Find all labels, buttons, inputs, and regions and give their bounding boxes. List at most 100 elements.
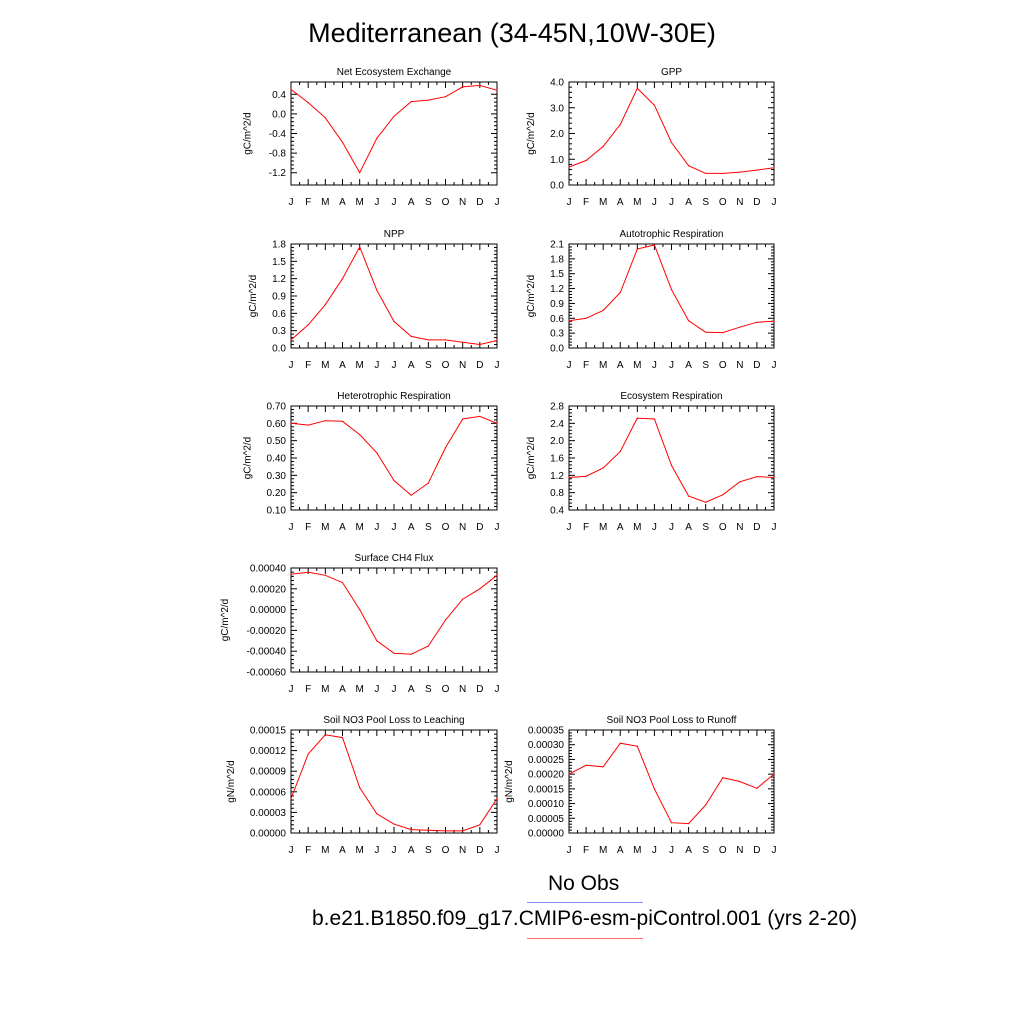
data-point (653, 244, 656, 246)
data-point (619, 450, 621, 453)
x-tick-label: A (339, 197, 346, 208)
data-point (585, 317, 587, 319)
x-tick-label: J (669, 845, 674, 856)
y-axis-label: gN/m^2/d (504, 760, 515, 803)
data-point (653, 104, 656, 106)
data-point (739, 780, 741, 783)
data-point (636, 248, 638, 250)
data-point (341, 141, 344, 143)
data-point (496, 798, 498, 800)
x-tick-label: A (685, 845, 692, 856)
data-point (756, 476, 758, 478)
x-tick-label: S (702, 522, 709, 533)
y-tick-label: 0.60 (267, 419, 287, 430)
data-point (687, 495, 690, 497)
y-tick-label: 0.00000 (528, 829, 565, 840)
data-point (359, 609, 361, 611)
x-tick-label: D (476, 522, 483, 533)
x-tick-label: F (305, 684, 311, 695)
data-point (479, 588, 481, 590)
x-tick-label: O (442, 684, 450, 695)
x-tick-label: A (408, 845, 415, 856)
x-tick-label: O (719, 197, 727, 208)
y-tick-label: 1.5 (272, 257, 286, 268)
y-tick-label: 0.00000 (250, 829, 287, 840)
data-point (324, 304, 326, 306)
y-tick-label: 1.6 (550, 454, 564, 465)
data-point (444, 830, 447, 832)
x-tick-label: J (392, 197, 397, 208)
legend-obs-line (527, 902, 643, 903)
y-tick-label: 0.00005 (528, 814, 565, 825)
data-point (410, 335, 412, 338)
y-tick-label: 0.0 (272, 344, 286, 355)
x-tick-label: J (289, 360, 294, 371)
x-tick-label: M (355, 845, 363, 856)
y-tick-label: -0.00020 (247, 626, 287, 637)
x-tick-label: O (719, 845, 727, 856)
data-point (376, 452, 378, 454)
data-point (290, 798, 292, 800)
y-tick-label: -1.2 (269, 168, 287, 179)
data-point (773, 167, 775, 169)
data-point (393, 823, 395, 825)
plot-frame (290, 729, 498, 834)
data-point (359, 172, 361, 174)
data-point (602, 309, 604, 311)
data-point (427, 339, 429, 341)
x-tick-label: N (736, 522, 743, 533)
data-point (376, 640, 378, 642)
x-tick-label: J (289, 845, 294, 856)
y-tick-label: 1.8 (272, 240, 286, 251)
x-tick-label: M (599, 197, 607, 208)
panel-title: Soil NO3 Pool Loss to Runoff (607, 715, 737, 726)
data-point (307, 753, 309, 755)
y-tick-label: 2.8 (550, 402, 564, 413)
data-point (687, 165, 690, 167)
x-tick-label: D (476, 684, 483, 695)
y-tick-label: 3.0 (550, 103, 564, 114)
x-tick-label: M (355, 197, 363, 208)
y-tick-label: 0.00030 (528, 740, 565, 751)
x-tick-label: J (495, 522, 500, 533)
y-tick-label: 0.8 (550, 488, 564, 499)
y-tick-label: 1.2 (550, 471, 564, 482)
data-point (636, 417, 638, 419)
page-title: Mediterranean (34-45N,10W-30E) (308, 18, 716, 48)
data-point (496, 422, 498, 424)
data-point (619, 742, 621, 744)
x-tick-label: A (685, 360, 692, 371)
plot-frame (568, 405, 775, 511)
panel-title: Soil NO3 Pool Loss to Leaching (323, 715, 464, 726)
legend-case-line (527, 938, 643, 939)
x-tick-label: J (772, 197, 777, 208)
series-line (568, 244, 775, 334)
data-point (341, 736, 344, 739)
x-tick-label: J (374, 360, 379, 371)
data-point (756, 169, 758, 171)
x-tick-label: J (374, 845, 379, 856)
x-tick-label: J (669, 197, 674, 208)
y-tick-label: 0.00040 (250, 564, 287, 575)
y-tick-label: 0.00015 (250, 726, 287, 737)
data-point (462, 418, 464, 420)
data-point (653, 788, 656, 790)
data-point (290, 422, 292, 424)
x-tick-label: A (685, 197, 692, 208)
y-tick-label: 1.2 (550, 284, 564, 295)
x-tick-label: F (305, 360, 311, 371)
y-tick-label: 0.3 (272, 326, 286, 337)
x-tick-label: O (719, 360, 727, 371)
x-tick-label: D (753, 360, 760, 371)
data-point (739, 481, 741, 483)
data-point (462, 341, 464, 343)
data-point (568, 773, 570, 775)
x-tick-label: A (617, 522, 624, 533)
y-axis-label: gC/m^2/d (248, 275, 259, 318)
data-point (670, 822, 673, 824)
y-tick-label: -0.00040 (247, 647, 287, 658)
data-point (359, 434, 361, 436)
